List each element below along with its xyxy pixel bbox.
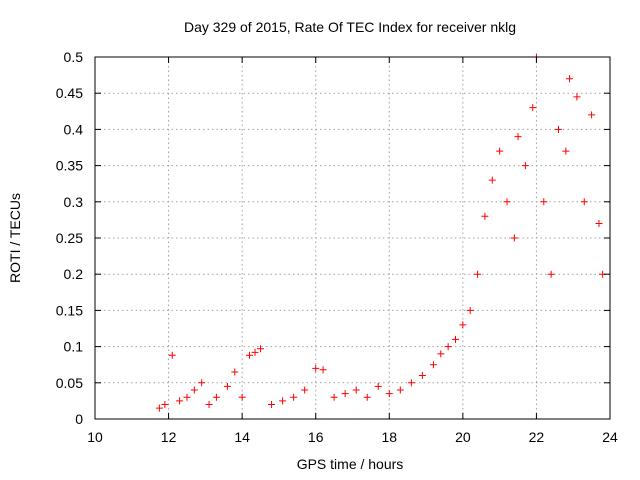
y-tick-label: 0.1 xyxy=(64,339,84,355)
data-point xyxy=(238,393,246,401)
data-point xyxy=(363,393,371,401)
data-point xyxy=(503,198,511,206)
data-point xyxy=(330,393,338,401)
data-point xyxy=(374,382,382,390)
y-tick-label: 0.05 xyxy=(56,375,83,391)
data-point xyxy=(168,351,176,359)
y-tick-label: 0.15 xyxy=(56,302,83,318)
data-points xyxy=(155,53,607,412)
x-tick-label: 10 xyxy=(87,429,103,445)
data-point xyxy=(246,351,253,359)
data-point xyxy=(437,350,445,358)
y-tick-label: 0.3 xyxy=(64,194,84,210)
data-point xyxy=(496,147,504,155)
y-tick-label: 0.4 xyxy=(64,121,84,137)
data-point xyxy=(481,212,489,220)
x-tick-label: 20 xyxy=(455,429,471,445)
data-point xyxy=(562,147,570,155)
data-point xyxy=(212,393,220,401)
data-point xyxy=(161,401,169,409)
data-point xyxy=(418,372,426,380)
data-point xyxy=(341,390,349,398)
data-point xyxy=(407,379,415,387)
x-axis-title: GPS time / hours xyxy=(297,456,404,472)
data-point xyxy=(198,379,206,387)
data-point xyxy=(521,162,529,170)
x-tick-label: 14 xyxy=(234,429,250,445)
y-tick-label: 0.35 xyxy=(56,158,83,174)
x-tick-label: 18 xyxy=(381,429,397,445)
data-point xyxy=(573,93,581,101)
data-point xyxy=(290,393,298,401)
data-point xyxy=(514,133,522,141)
data-point xyxy=(444,343,452,351)
data-point xyxy=(529,104,537,112)
data-point xyxy=(488,176,496,184)
data-point xyxy=(268,401,276,409)
data-point xyxy=(466,306,474,314)
x-tick-label: 22 xyxy=(529,429,545,445)
data-point xyxy=(540,198,548,206)
data-point xyxy=(555,125,562,133)
data-point xyxy=(301,386,309,394)
x-axis-ticks: 10 12 14 16 18 20 22 24 xyxy=(87,57,618,445)
data-point xyxy=(429,361,437,369)
chart-title: Day 329 of 2015, Rate Of TEC Index for r… xyxy=(184,19,516,35)
data-point xyxy=(223,382,231,390)
y-axis-title: ROTI / TECUs xyxy=(7,193,23,283)
data-point xyxy=(312,364,320,372)
data-point xyxy=(547,270,555,278)
x-tick-label: 16 xyxy=(308,429,324,445)
y-tick-label: 0.5 xyxy=(64,49,84,65)
y-tick-label: 0.2 xyxy=(64,266,84,282)
data-point xyxy=(452,335,459,343)
y-axis-ticks: 0 0.05 0.1 0.15 0.2 0.25 0.3 0.35 0.4 0.45 0.5 xyxy=(56,49,610,427)
data-point xyxy=(205,401,213,409)
data-point xyxy=(257,345,265,353)
x-tick-label: 24 xyxy=(602,429,618,445)
data-point xyxy=(566,75,574,83)
data-point xyxy=(176,397,184,405)
y-tick-label: 0 xyxy=(75,411,83,427)
grid-lines xyxy=(95,57,610,419)
data-point xyxy=(459,321,467,329)
data-point xyxy=(396,386,404,394)
data-point xyxy=(190,386,198,394)
data-point xyxy=(155,404,163,412)
data-point xyxy=(588,111,596,119)
data-point xyxy=(279,397,287,405)
data-point xyxy=(319,366,327,374)
data-point xyxy=(510,234,518,242)
data-point xyxy=(352,386,360,394)
x-tick-label: 12 xyxy=(161,429,177,445)
data-point xyxy=(595,220,603,228)
y-tick-label: 0.45 xyxy=(56,85,83,101)
data-point xyxy=(385,390,393,398)
data-point xyxy=(183,393,191,401)
data-point xyxy=(231,368,239,376)
data-point xyxy=(251,348,259,356)
data-point xyxy=(580,198,588,206)
data-point xyxy=(474,270,482,278)
y-tick-label: 0.25 xyxy=(56,230,83,246)
